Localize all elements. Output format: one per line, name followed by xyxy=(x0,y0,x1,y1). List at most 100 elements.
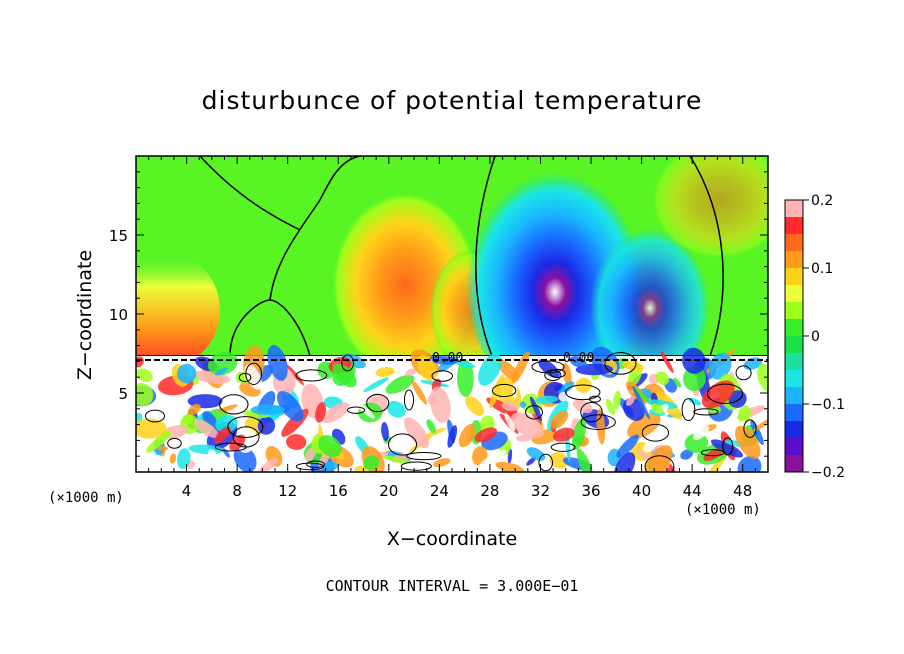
turbulence-blob xyxy=(375,367,395,377)
turbulence-blob xyxy=(576,448,594,472)
x-tick-label: 44 xyxy=(683,482,702,500)
colorbar-swatch xyxy=(785,268,803,286)
turbulence-contour xyxy=(681,398,696,422)
turbulence-blob xyxy=(229,434,246,451)
turbulence-blob xyxy=(258,457,279,472)
turbulence-contour xyxy=(580,401,603,423)
turbulence-contour xyxy=(238,372,252,383)
field-layer xyxy=(136,156,768,472)
contour-label: 0.00 xyxy=(432,351,463,366)
turbulence-contour xyxy=(550,442,576,452)
turbulence-contour xyxy=(214,442,247,452)
turbulence-blob xyxy=(318,435,342,458)
turbulence-blob xyxy=(458,423,477,448)
turbulence-blob xyxy=(519,401,527,408)
turbulence-contour xyxy=(700,449,725,457)
turbulence-blob xyxy=(507,448,513,465)
turbulence-blob xyxy=(495,461,525,472)
turbulence-contour xyxy=(295,369,328,382)
colorbar-swatch xyxy=(785,421,803,439)
turbulence-blob xyxy=(535,395,559,404)
colorbar-swatch xyxy=(785,217,803,235)
turbulence-blob xyxy=(207,449,217,458)
y-axis: 5 10 15 xyxy=(109,171,768,457)
turbulence-blob xyxy=(644,445,673,472)
colorbar-swatch xyxy=(785,353,803,371)
turbulence-blob xyxy=(386,400,406,418)
turbulence-blob xyxy=(250,404,285,415)
y-tick-label: 10 xyxy=(109,306,128,324)
colorbar-tick-label: −0.2 xyxy=(811,465,845,481)
x-axis: 4 8 12 16 20 24 28 32 36 40 44 48 xyxy=(148,156,756,500)
x-axis-label: X−coordinate xyxy=(386,528,518,550)
turbulence-blob xyxy=(136,418,167,439)
turbulence-blob xyxy=(169,453,177,464)
turbulence-blob xyxy=(750,420,764,446)
colorbar-swatch xyxy=(785,302,803,320)
turbulence-blob xyxy=(530,396,543,422)
warm-anomaly-left xyxy=(136,250,220,370)
turbulence-contour xyxy=(706,383,744,404)
turbulence-blob xyxy=(538,359,560,379)
turbulence-blob xyxy=(429,386,451,423)
turbulence-blob xyxy=(651,403,664,414)
x-tick-label: 28 xyxy=(480,482,499,500)
turbulence-blob xyxy=(553,384,563,392)
turbulence-blob xyxy=(558,381,575,395)
turbulence-blob xyxy=(465,396,485,416)
colorbar-swatch xyxy=(785,251,803,269)
x-tick-label: 16 xyxy=(329,482,348,500)
colorbar-swatch xyxy=(785,387,803,405)
turbulence-blob xyxy=(136,368,153,383)
turbulence-blob xyxy=(703,448,724,462)
turbulence-contour xyxy=(366,393,390,413)
turbulence-blob xyxy=(613,452,636,472)
turbulence-contour xyxy=(549,368,566,378)
turbulence-blob xyxy=(354,465,368,472)
turbulence-blob xyxy=(571,417,587,451)
turbulence-blob xyxy=(177,448,191,470)
turbulence-contour xyxy=(388,433,418,456)
turbulence-blob xyxy=(382,455,412,464)
x-tick-label: 32 xyxy=(531,482,550,500)
turbulence-blob xyxy=(558,391,568,402)
turbulence-blob xyxy=(187,404,201,416)
x-tick-label: 12 xyxy=(278,482,297,500)
turbulence-contour xyxy=(227,416,264,438)
turbulence-blob xyxy=(627,412,661,439)
colorbar-swatch xyxy=(785,200,803,218)
zero-contour-right xyxy=(689,156,724,357)
turbulence-blob xyxy=(622,360,644,372)
chart-title: disturbunce of potential temperature xyxy=(201,86,703,115)
turbulence-contour xyxy=(144,409,166,423)
turbulence-contour xyxy=(346,406,366,414)
x-tick-label: 36 xyxy=(581,482,600,500)
turbulence-contour xyxy=(491,383,517,398)
turbulence-blob xyxy=(552,427,575,442)
colorbar-swatch xyxy=(785,336,803,354)
x-unit-left: (×1000 m) xyxy=(48,490,124,506)
turbulence-blob xyxy=(385,374,415,394)
turbulence-blob xyxy=(405,368,416,377)
turbulence-blob xyxy=(682,347,706,374)
turbulence-blob xyxy=(182,413,194,425)
turbulence-blob xyxy=(235,371,247,384)
turbulence-blob xyxy=(710,439,744,458)
turbulence-blob xyxy=(381,421,389,442)
x-tick-label: 20 xyxy=(379,482,398,500)
turbulence-blob xyxy=(510,412,544,439)
turbulence-blob xyxy=(738,405,751,424)
turbulence-contour xyxy=(735,365,752,381)
y-tick-label: 15 xyxy=(109,227,128,245)
turbulence-blob xyxy=(315,402,327,423)
turbulence-blob xyxy=(176,363,197,384)
turbulence-blob xyxy=(569,356,587,368)
turbulence-blob xyxy=(433,458,451,468)
turbulence-blob xyxy=(276,391,304,422)
turbulence-blob xyxy=(157,446,169,451)
turbulence-blob xyxy=(332,363,357,388)
turbulence-blob xyxy=(363,455,380,471)
turbulence-contour xyxy=(431,370,454,382)
x-tick-label: 8 xyxy=(232,482,242,500)
